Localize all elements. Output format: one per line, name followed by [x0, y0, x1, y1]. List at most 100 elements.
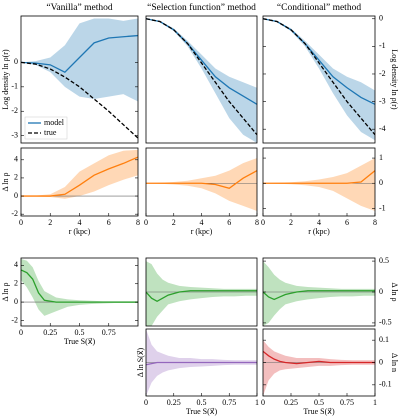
x-tick-label: 0.5	[75, 328, 85, 337]
x-axis-label: True S(x⃗)	[64, 337, 96, 346]
x-axis-label: r (kpc)	[308, 227, 330, 236]
legend-label: true	[44, 128, 57, 137]
x-tick-label: 6	[107, 218, 111, 227]
series-line	[21, 34, 138, 73]
series-line	[263, 290, 375, 301]
y-tick-label: -1	[11, 82, 18, 91]
x-tick-label: 0.25	[284, 398, 298, 407]
y-tick-label: 0.1	[379, 335, 389, 344]
y-tick-label: 0	[14, 297, 18, 306]
plot-area	[263, 340, 375, 396]
y-tick-label: -1	[379, 41, 386, 50]
y-tick-label: -3	[11, 131, 18, 140]
x-tick-label: 6	[345, 218, 349, 227]
series-line	[146, 290, 257, 303]
x-tick-label: 0.5	[314, 398, 324, 407]
panel-title: “Selection function” method	[147, 2, 256, 13]
frame	[262, 15, 376, 144]
series-line	[21, 269, 138, 303]
x-tick-label: 8	[136, 218, 140, 227]
plot-area	[21, 258, 138, 316]
x-tick-label: 4	[317, 218, 321, 227]
y-tick-label: 4	[14, 260, 18, 269]
y-tick-label: -0.1	[379, 380, 392, 389]
x-tick-label: 4	[200, 218, 204, 227]
uncertainty-band	[263, 158, 375, 211]
y-tick-label: 0	[379, 357, 383, 366]
x-tick-label: 1	[373, 398, 377, 407]
panel-title: “Vanilla” method	[46, 3, 112, 13]
y-axis-label: Log density ln ρ(r)	[1, 49, 10, 110]
plot-area	[146, 18, 257, 143]
series-line	[21, 61, 138, 139]
x-tick-label: 4	[78, 218, 82, 227]
x-tick-label: 0.25	[167, 398, 181, 407]
plot-area	[146, 158, 257, 211]
frame	[145, 15, 258, 144]
frame	[145, 257, 258, 327]
plot-area	[263, 158, 375, 211]
x-tick-label: 0	[261, 218, 265, 227]
uncertainty-band	[263, 340, 375, 396]
y-tick-label: 0	[379, 14, 383, 23]
y-tick-label: 0	[379, 287, 383, 296]
y-axis-label: Δ ln ρ	[1, 283, 10, 302]
y-tick-label: -3	[379, 96, 386, 105]
y-axis-label: Δ ln n	[390, 353, 399, 372]
y-tick-label: 1	[379, 153, 383, 162]
x-tick-label: 0.75	[222, 398, 236, 407]
x-tick-label: 2	[48, 218, 52, 227]
plot-area	[263, 18, 375, 141]
y-tick-label: 4	[14, 155, 18, 164]
uncertainty-band	[146, 158, 257, 211]
series-line	[146, 18, 257, 136]
x-tick-label: 2	[289, 218, 293, 227]
x-axis-label: r (kpc)	[191, 227, 213, 236]
x-axis-label: True S(x⃗)	[303, 407, 335, 416]
uncertainty-band	[263, 18, 375, 141]
x-tick-label: 8	[255, 218, 259, 227]
y-tick-label: 0	[14, 191, 18, 200]
frame	[20, 15, 139, 144]
x-tick-label: 0	[144, 398, 148, 407]
y-tick-label: 0.5	[379, 256, 389, 265]
uncertainty-band	[21, 18, 138, 102]
y-axis-label: Δ ln ρ	[390, 283, 399, 302]
y-tick-label: 2	[14, 279, 18, 288]
y-tick-label: 2	[14, 173, 18, 182]
x-tick-label: 8	[373, 218, 377, 227]
plot-area	[263, 261, 375, 326]
x-tick-label: 0	[261, 398, 265, 407]
y-tick-label: -2	[11, 209, 18, 218]
series-line	[263, 350, 375, 365]
y-tick-label: 0	[14, 57, 18, 66]
x-tick-label: 0.75	[102, 328, 116, 337]
plot-area	[21, 18, 138, 139]
x-tick-label: 0.5	[197, 398, 207, 407]
x-tick-label: 1	[255, 398, 259, 407]
uncertainty-band	[21, 149, 138, 199]
y-tick-label: -4	[379, 124, 386, 133]
x-axis-label: True S(x⃗)	[186, 407, 218, 416]
series-line	[146, 170, 257, 190]
y-tick-label: -0.5	[379, 318, 392, 327]
uncertainty-band	[21, 258, 138, 316]
x-tick-label: 0.25	[43, 328, 57, 337]
y-tick-label: 0	[379, 178, 383, 187]
uncertainty-band	[146, 18, 257, 143]
x-tick-label: 0	[19, 328, 23, 337]
x-tick-label: 0	[144, 218, 148, 227]
y-axis-label: Log density ln ρ(r)	[390, 49, 399, 110]
series-line	[263, 18, 375, 136]
y-axis-label: Δ ln S(x⃗)	[136, 347, 145, 377]
series-line	[21, 156, 138, 197]
series-line	[263, 170, 375, 184]
series-line	[146, 361, 257, 366]
legend-label: model	[44, 118, 65, 127]
y-tick-label: -2	[379, 69, 386, 78]
x-tick-label: 2	[172, 218, 176, 227]
y-tick-label: -2	[11, 106, 18, 115]
y-tick-label: -2	[11, 315, 18, 324]
panel-title: “Conditional” method	[277, 3, 361, 13]
